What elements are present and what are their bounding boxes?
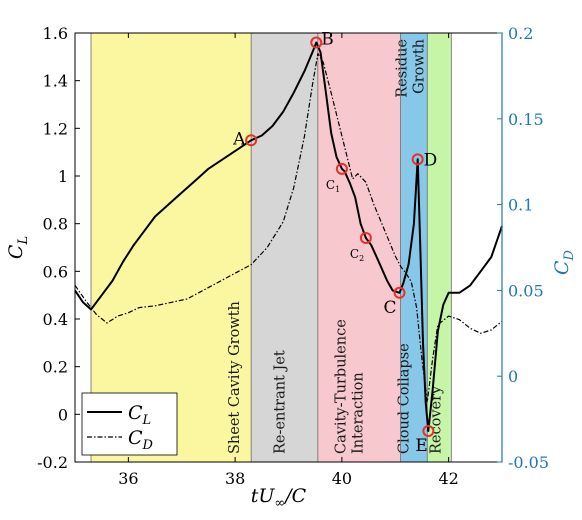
y-left-tick-label: 1.4 [43, 72, 68, 91]
y-right-axis-label-sub: D [562, 249, 577, 261]
y-left-tick-label: 0 [58, 405, 68, 424]
series-line-c-d [74, 53, 503, 403]
y-right-tick-label: -0.05 [508, 453, 549, 472]
y-right-tick-label: 0.05 [508, 281, 544, 300]
phase-label-5-line-0: Recovery [428, 385, 444, 454]
marker-label-sub: 1 [335, 185, 340, 194]
phase-label-2-line-1: Interaction [351, 372, 367, 454]
y-left-tick-label: 1.6 [43, 24, 68, 43]
legend-label-sub-1: D [142, 438, 154, 453]
y-left-tick-label: 0.8 [43, 215, 68, 234]
phase-band-3 [400, 33, 428, 462]
phase-label-4: Residue Growth [394, 39, 427, 98]
phase-label-3: Cloud Collapse [397, 343, 413, 454]
y-right-tick-label: 0 [508, 367, 518, 386]
x-axis-label-sub: ∞ [274, 496, 285, 511]
y-left-tick-label: 1 [58, 167, 68, 186]
y-left-tick-label: 0.6 [43, 262, 68, 281]
phase-band-1 [251, 33, 318, 462]
x-tick-label: 38 [225, 469, 245, 488]
y-right-tick-label: 0.15 [508, 110, 544, 129]
marker-label-b: B [321, 30, 334, 50]
marker-label-d: D [424, 150, 438, 170]
marker-a [245, 134, 258, 147]
phase-label-1-line-0: Re-entrant Jet [272, 350, 288, 454]
marker-c [393, 286, 406, 299]
phase-dividers [90, 33, 452, 462]
phase-band-0 [91, 33, 252, 462]
series-lines [74, 41, 503, 432]
phase-label-4-line-0: Residue [394, 39, 410, 98]
y-right-tick-label: 0.1 [508, 196, 533, 215]
phase-label-4-line-1: Growth [411, 39, 427, 94]
x-tick-label: 36 [118, 469, 138, 488]
y-left-tick-label: 0.2 [43, 358, 68, 377]
marker-c1 [335, 162, 348, 175]
marker-label-sub: 2 [359, 254, 364, 263]
marker-e [422, 425, 435, 438]
series-line-c-l [74, 41, 503, 432]
marker-d [411, 153, 424, 166]
axes: 36 38 40 42 -0.2 0 0.2 0.4 0.6 0.8 1 1.2 1.4 1.6 -0.05… [5, 24, 577, 511]
marker-label-a: A [232, 129, 246, 149]
y-left-axis-label: CL [5, 236, 31, 259]
legend-box [81, 392, 178, 456]
y-left-tick-label: 0.4 [43, 310, 68, 329]
x-axis-label-rest: /C [283, 485, 306, 507]
phase-label-1: Re-entrant Jet [272, 350, 288, 454]
legend-label-sub-0: L [142, 413, 152, 428]
y-left-axis-label-sub: L [16, 236, 31, 246]
marker-b [310, 36, 323, 49]
marker-c2 [359, 231, 372, 244]
phase-band-5 [427, 33, 452, 462]
phase-label-2-line-0: Cavity-Turbulence [334, 319, 350, 454]
y-right-tick-label: 0.2 [508, 24, 533, 43]
marker-label-c: C [384, 298, 397, 318]
y-left-tick-label: -0.2 [37, 453, 68, 472]
y-left-tick-label: 1.2 [43, 119, 68, 138]
phase-label-3-line-0: Cloud Collapse [397, 343, 413, 454]
x-tick-label: 42 [438, 469, 458, 488]
phase-label-2: Cavity-Turbulence Interaction [334, 319, 367, 454]
y-right-axis-label: CD [551, 249, 577, 275]
phase-band-2 [317, 33, 401, 462]
phase-label-5: Recovery [428, 385, 444, 454]
x-tick-label: 40 [332, 469, 352, 488]
phase-label-0: Sheet Cavity Growth [227, 301, 243, 454]
legend-label-1: CD [128, 427, 154, 453]
x-axis-label: tU∞/C [251, 485, 307, 511]
marker-label-e: E [415, 436, 427, 456]
phase-label-0-line-0: Sheet Cavity Growth [227, 301, 243, 454]
